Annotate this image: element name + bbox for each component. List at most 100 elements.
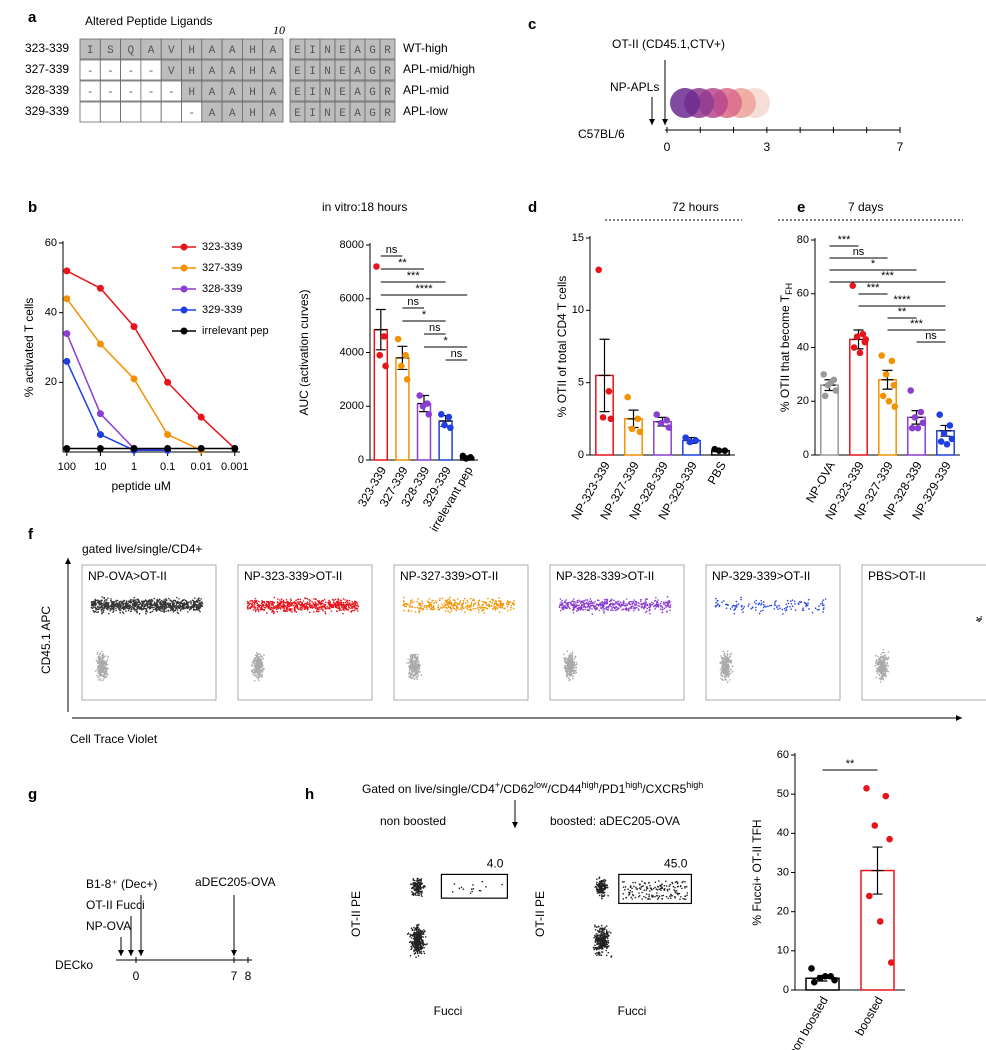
timeline-tick-label: 0 bbox=[664, 140, 671, 154]
residue: R bbox=[384, 66, 391, 78]
flow-event bbox=[327, 601, 330, 604]
flow-event bbox=[299, 600, 302, 603]
flow-event bbox=[337, 605, 339, 607]
flow-event bbox=[724, 655, 726, 658]
flow-event bbox=[97, 667, 99, 670]
flow-event bbox=[887, 656, 890, 659]
flow-event bbox=[564, 662, 567, 664]
data-point bbox=[948, 435, 956, 443]
header-superscript: low bbox=[534, 780, 548, 790]
panel-header: Gated on live/single/CD4+/CD62low/CD44hi… bbox=[362, 780, 703, 796]
flow-event bbox=[735, 600, 738, 603]
flow-event bbox=[612, 609, 614, 612]
flow-event bbox=[488, 604, 490, 607]
flow-event bbox=[99, 652, 102, 654]
flow-event bbox=[499, 606, 502, 609]
flow-event bbox=[723, 657, 725, 659]
flow-event bbox=[141, 600, 143, 603]
flow-plot-label: NP-323-339>OT-II bbox=[244, 569, 342, 583]
flow-event bbox=[727, 673, 730, 676]
flow-event bbox=[115, 603, 117, 605]
flow-event bbox=[344, 605, 347, 608]
residue: H bbox=[188, 66, 195, 78]
flow-event bbox=[628, 607, 630, 610]
residue: I bbox=[309, 66, 316, 78]
flow-event bbox=[417, 955, 420, 957]
flow-event bbox=[495, 602, 498, 604]
flow-plot-title: non boosted bbox=[380, 814, 446, 828]
flow-event bbox=[416, 676, 418, 678]
flow-event bbox=[485, 604, 488, 607]
flow-event bbox=[172, 599, 175, 602]
flow-event bbox=[802, 607, 804, 609]
data-point bbox=[628, 425, 636, 433]
flow-event bbox=[570, 604, 573, 606]
flow-event bbox=[656, 602, 658, 604]
flow-event bbox=[103, 662, 106, 664]
legend-label: 327-339 bbox=[202, 262, 242, 274]
flow-event bbox=[411, 929, 414, 932]
flow-event bbox=[589, 602, 592, 605]
flow-event bbox=[188, 608, 191, 611]
flow-event bbox=[412, 882, 414, 884]
legend-marker bbox=[180, 285, 188, 293]
flow-event bbox=[173, 602, 176, 605]
flow-event bbox=[175, 606, 178, 608]
flow-plot-label: NP-OVA>OT-II bbox=[88, 569, 167, 583]
flow-event bbox=[172, 605, 175, 607]
data-point bbox=[197, 413, 205, 421]
flow-event bbox=[482, 608, 484, 610]
flow-event bbox=[263, 667, 265, 670]
flow-event bbox=[133, 609, 136, 611]
flow-event bbox=[270, 603, 273, 606]
flow-event bbox=[412, 893, 415, 896]
x-tick-label: 1 bbox=[131, 461, 137, 473]
flow-event bbox=[770, 604, 773, 607]
flow-event bbox=[602, 609, 604, 611]
flow-event bbox=[349, 604, 352, 607]
panel-label: h bbox=[305, 786, 314, 803]
bar bbox=[849, 338, 868, 456]
flow-event bbox=[799, 600, 801, 603]
flow-event bbox=[335, 603, 337, 606]
flow-event bbox=[418, 611, 421, 614]
flow-event bbox=[450, 610, 453, 612]
data-point bbox=[197, 445, 205, 453]
data-point bbox=[63, 330, 71, 338]
flow-event bbox=[468, 608, 470, 611]
flow-event bbox=[640, 598, 642, 601]
flow-event bbox=[147, 602, 149, 604]
flow-event bbox=[637, 605, 639, 607]
flow-event bbox=[121, 604, 123, 607]
flow-event bbox=[285, 598, 288, 601]
row-label: 327-339 bbox=[25, 62, 69, 76]
flow-event bbox=[289, 608, 292, 610]
flow-event bbox=[584, 606, 587, 608]
flow-event bbox=[258, 656, 261, 658]
flow-event bbox=[884, 661, 886, 663]
panel-label: a bbox=[28, 9, 37, 26]
flow-event bbox=[791, 605, 794, 607]
residue: A bbox=[209, 87, 216, 99]
y-tick-label: 80 bbox=[797, 234, 809, 246]
flow-event bbox=[665, 601, 668, 604]
data-point bbox=[599, 414, 607, 421]
flow-event bbox=[659, 605, 662, 608]
flow-event bbox=[340, 606, 343, 608]
flow-event bbox=[406, 603, 409, 606]
flow-event bbox=[407, 610, 410, 613]
flow-event bbox=[666, 610, 668, 613]
flow-event bbox=[721, 664, 724, 666]
flow-event bbox=[288, 609, 291, 611]
flow-event bbox=[123, 602, 125, 605]
flow-event bbox=[419, 893, 421, 895]
flow-event bbox=[572, 606, 575, 609]
residue: H bbox=[249, 66, 256, 78]
flow-plot-label: PBS>OT-II bbox=[868, 569, 926, 583]
data-point bbox=[940, 430, 948, 437]
flow-event bbox=[410, 927, 413, 929]
flow-event bbox=[728, 670, 731, 673]
data-point bbox=[871, 822, 879, 829]
flow-event bbox=[280, 598, 283, 600]
flow-event bbox=[432, 606, 435, 608]
